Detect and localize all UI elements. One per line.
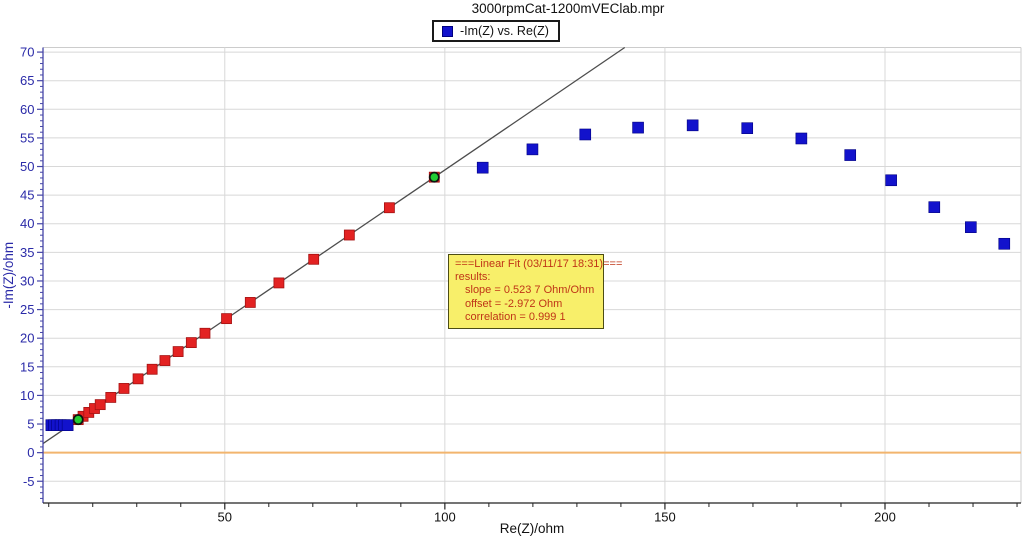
x-tick-label: 100 [434, 510, 456, 525]
y-tick-label: 0 [27, 445, 34, 460]
fit-point-marker [185, 337, 197, 349]
data-point-marker [885, 174, 897, 187]
fit-point-marker [273, 277, 285, 289]
y-tick-label: 5 [27, 417, 34, 432]
linear-fit-line [42, 46, 626, 445]
legend-series-marker-icon [442, 25, 453, 37]
fit-point-marker [244, 297, 256, 308]
fit-result-slope: slope = 0.523 7 Ohm/Ohm [465, 284, 595, 297]
y-tick-label: 35 [20, 245, 34, 260]
y-tick-label: 40 [20, 216, 34, 231]
legend-series-label: -Im(Z) vs. Re(Z) [460, 23, 549, 38]
chart-title: 3000rpmCat-1200mVEClab.mpr [471, 1, 665, 16]
linear-fit-results-box: ===Linear Fit (03/11/17 18:31)=== result… [448, 254, 623, 329]
data-point-marker [526, 143, 539, 156]
fit-point-marker [146, 363, 158, 375]
data-point-marker [61, 419, 74, 431]
data-point-marker [844, 149, 857, 161]
y-tick-label: 20 [20, 331, 34, 346]
y-tick-label: 60 [20, 102, 34, 117]
data-point-marker [741, 122, 754, 134]
x-axis-title: Re(Z)/ohm [500, 521, 565, 536]
fit-point-marker [105, 392, 117, 403]
fit-endpoint-marker [72, 414, 84, 426]
y-tick-label: 45 [20, 188, 34, 203]
data-point-marker [686, 119, 699, 132]
fit-point-marker [199, 327, 211, 339]
fit-point-marker [94, 399, 106, 411]
fit-point-marker [159, 355, 171, 366]
fit-result-offset: offset = -2.972 Ohm [465, 297, 563, 310]
fit-point-marker [118, 383, 130, 394]
y-tick-label: 25 [20, 302, 34, 317]
y-tick-label: 55 [20, 130, 34, 145]
y-tick-label: 70 [20, 45, 34, 60]
fit-endpoint-marker [428, 171, 440, 183]
fit-point-marker [308, 253, 320, 265]
x-tick-label: 150 [654, 510, 676, 525]
data-point-marker [795, 132, 808, 145]
fit-point-marker [383, 202, 395, 214]
data-point-marker [476, 161, 489, 174]
fit-point-marker [172, 346, 184, 357]
y-tick-label: 50 [20, 159, 34, 174]
y-tick-label: 65 [20, 73, 34, 88]
data-point-marker [579, 128, 592, 141]
fit-result-results-label: results: [455, 271, 491, 284]
fit-result-correlation: correlation = 0.999 1 [465, 310, 566, 323]
data-point-marker [998, 237, 1011, 250]
data-point-marker [632, 121, 644, 134]
x-tick-label: 50 [218, 510, 232, 525]
y-tick-label: -5 [23, 474, 35, 489]
x-tick-label: 200 [874, 510, 896, 525]
fit-result-header: ===Linear Fit (03/11/17 18:31)=== [455, 258, 623, 270]
y-tick-label: 15 [20, 359, 34, 374]
fit-point-marker [221, 313, 232, 325]
data-point-marker [965, 221, 977, 233]
y-axis-title: -Im(Z)/ohm [1, 242, 16, 309]
y-tick-label: 10 [20, 388, 34, 403]
legend: -Im(Z) vs. Re(Z) [432, 20, 560, 42]
fit-point-marker [343, 229, 355, 241]
data-point-marker [928, 201, 941, 213]
fit-point-marker [132, 373, 144, 385]
y-tick-label: 30 [20, 273, 34, 288]
